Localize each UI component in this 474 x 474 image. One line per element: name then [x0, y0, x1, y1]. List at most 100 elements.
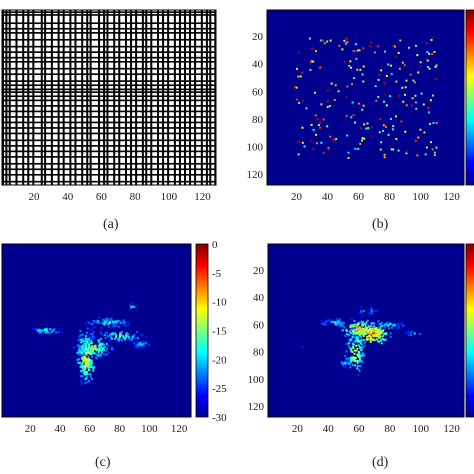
intensity-pixel	[358, 332, 361, 335]
intensity-pixel	[78, 353, 81, 356]
grid-row-stripe	[2, 22, 216, 25]
intensity-pixel	[89, 375, 92, 378]
scatter-point	[384, 93, 387, 96]
intensity-pixel	[58, 328, 61, 331]
intensity-pixel	[114, 319, 117, 322]
intensity-pixel	[50, 331, 53, 334]
intensity-pixel	[111, 346, 114, 349]
intensity-pixel	[371, 327, 374, 330]
intensity-pixel	[96, 320, 99, 323]
grid-column-stripe	[22, 10, 25, 185]
intensity-pixel	[103, 319, 106, 322]
intensity-pixel	[76, 358, 79, 361]
intensity-pixel	[91, 335, 94, 338]
scatter-point	[313, 91, 316, 94]
scatter-point	[420, 92, 423, 95]
intensity-pixel	[351, 364, 354, 367]
scatter-point	[374, 85, 377, 88]
intensity-pixel	[114, 321, 117, 324]
intensity-pixel	[352, 356, 355, 359]
scatter-point	[368, 45, 371, 48]
intensity-pixel	[99, 331, 102, 334]
intensity-pixel	[358, 370, 361, 373]
intensity-pixel	[341, 362, 344, 365]
grid-column-stripe	[145, 10, 148, 185]
intensity-pixel	[302, 345, 305, 348]
intensity-pixel	[393, 323, 396, 326]
intensity-pixel	[365, 331, 368, 334]
intensity-pixel	[351, 351, 354, 354]
grid-column-stripe	[8, 10, 11, 185]
intensity-pixel	[87, 360, 90, 363]
intensity-pixel	[347, 333, 350, 336]
intensity-pixel	[87, 368, 90, 371]
grid-row-stripe	[2, 91, 216, 93]
intensity-pixel	[374, 335, 377, 338]
grid-row-stripe	[2, 11, 216, 14]
intensity-pixel	[82, 340, 85, 343]
intensity-pixel	[363, 341, 366, 344]
intensity-pixel	[352, 345, 355, 348]
intensity-pixel	[74, 364, 77, 367]
scatter-point	[314, 114, 317, 117]
scatter-point	[403, 64, 406, 67]
grid-row-stripe	[2, 73, 216, 76]
intensity-pixel	[389, 332, 392, 335]
intensity-pixel	[98, 339, 101, 342]
scatter-point	[410, 104, 413, 107]
intensity-pixel	[378, 333, 381, 336]
grid-row-stripe	[2, 45, 216, 48]
intensity-pixel	[73, 346, 76, 349]
grid-row-stripe	[2, 51, 216, 53]
intensity-pixel	[96, 319, 99, 322]
intensity-pixel	[95, 357, 98, 360]
intensity-pixel	[147, 343, 150, 346]
panel-a-x-ticks: 20 40 60 80 100 120	[29, 191, 212, 203]
intensity-pixel	[136, 339, 139, 342]
intensity-pixel	[382, 329, 385, 332]
intensity-pixel	[100, 326, 103, 329]
intensity-pixel	[102, 348, 105, 351]
intensity-pixel	[338, 325, 341, 328]
intensity-pixel	[87, 351, 90, 354]
intensity-pixel	[80, 365, 83, 368]
intensity-pixel	[144, 340, 147, 343]
intensity-pixel	[81, 375, 84, 378]
intensity-pixel	[133, 334, 136, 337]
intensity-pixel	[91, 348, 94, 351]
scatter-point	[327, 146, 330, 149]
panel-b-y-ticks: 20 40 60 80 100 120	[247, 31, 264, 181]
scatter-point	[365, 127, 368, 130]
intensity-pixel	[44, 328, 47, 331]
intensity-pixel	[119, 331, 122, 334]
scatter-point	[329, 135, 332, 138]
scatter-point	[382, 100, 385, 103]
intensity-pixel	[339, 324, 342, 327]
intensity-pixel	[134, 305, 137, 308]
grid-column-stripe	[89, 10, 92, 185]
panel-b-y-tick-label: 80	[252, 114, 264, 126]
intensity-pixel	[366, 319, 369, 322]
intensity-pixel	[96, 354, 99, 357]
intensity-pixel	[110, 327, 113, 330]
scatter-point	[312, 60, 315, 63]
intensity-pixel	[362, 334, 365, 337]
intensity-pixel	[127, 335, 130, 338]
intensity-pixel	[378, 340, 381, 343]
intensity-pixel	[82, 357, 85, 360]
intensity-pixel	[356, 347, 359, 350]
grid-column-stripe	[27, 10, 30, 185]
intensity-pixel	[44, 331, 47, 334]
panel-b-x-tick-label: 80	[384, 191, 396, 203]
intensity-pixel	[361, 361, 364, 364]
intensity-pixel	[350, 339, 353, 342]
intensity-pixel	[360, 320, 363, 323]
scatter-point	[362, 47, 365, 50]
intensity-pixel	[31, 328, 34, 331]
intensity-pixel	[103, 323, 106, 326]
intensity-pixel	[118, 335, 121, 338]
intensity-pixel	[77, 358, 80, 361]
intensity-pixel	[97, 338, 100, 341]
scatter-point	[361, 137, 364, 140]
